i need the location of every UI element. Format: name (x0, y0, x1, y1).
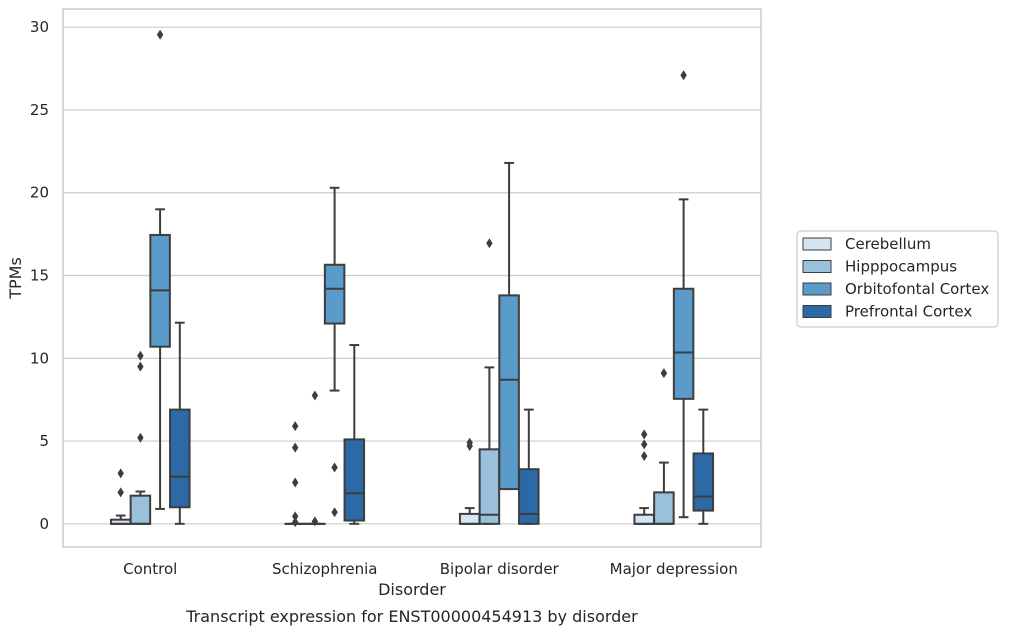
outlier-point (292, 517, 299, 528)
outlier-point (137, 361, 144, 372)
outlier-point (660, 368, 668, 379)
box-cerebellum (109, 468, 132, 525)
legend-label: Hipppocampus (845, 258, 957, 276)
box-prefrontal-cortex (518, 408, 540, 525)
box-iqr (343, 438, 366, 522)
y-tick-label: 0 (39, 515, 49, 533)
box-iqr (478, 448, 501, 525)
box-cerebellum (284, 421, 306, 528)
y-tick-labels: 0 5 10 15 20 25 30 (30, 18, 49, 533)
outlier-point (292, 477, 299, 488)
box-hipppocampus (304, 390, 326, 527)
legend-frame (796, 230, 999, 328)
outlier-point (331, 507, 338, 518)
outlier-point (641, 450, 648, 461)
outlier-point (641, 439, 648, 450)
box-orbitofontal-cortex (672, 70, 695, 519)
x-axis-title: Disorder (378, 580, 446, 599)
outlier-point (292, 511, 299, 522)
x-tick-label: Major depression (610, 560, 738, 578)
outlier-point (117, 468, 124, 479)
y-tick-label: 25 (30, 101, 49, 119)
outlier-point (680, 70, 687, 81)
chart-caption: Transcript expression for ENST0000045491… (185, 607, 638, 626)
box-hipppocampus (129, 350, 152, 525)
box-prefrontal-cortex (169, 321, 191, 525)
box-iqr (129, 494, 152, 525)
box-iqr (323, 263, 346, 325)
box-iqr (458, 512, 481, 525)
y-tick-label: 10 (30, 349, 49, 367)
box-hipppocampus (653, 368, 675, 525)
outlier-point (311, 390, 319, 401)
plot-frame (62, 8, 762, 548)
outlier-point (641, 429, 648, 440)
outlier-point (137, 350, 144, 361)
box-iqr (653, 491, 675, 525)
box-orbitofontal-cortex (323, 186, 346, 518)
box-orbitofontal-cortex (498, 161, 520, 491)
x-tick-labels: Control Schizophrenia Bipolar disorder Majo… (123, 560, 738, 578)
legend-swatch (802, 237, 832, 251)
box-cerebellum (458, 437, 481, 525)
y-tick-label: 5 (39, 432, 49, 450)
x-tick-label: Schizophrenia (272, 560, 377, 578)
legend-swatch (802, 260, 832, 273)
box-hipppocampus (478, 238, 501, 525)
box-iqr (692, 452, 715, 512)
outlier-point (311, 516, 319, 527)
outlier-point (486, 238, 493, 249)
y-axis-title: TPMs (6, 257, 25, 300)
box-series (109, 29, 715, 528)
outlier-point (156, 29, 164, 40)
box-prefrontal-cortex (692, 408, 715, 525)
outlier-point (292, 421, 299, 432)
outlier-point (466, 441, 473, 452)
x-tick-label: Control (123, 560, 177, 578)
box-iqr (518, 468, 540, 525)
box-cerebellum (633, 429, 655, 525)
legend-swatch (802, 305, 832, 318)
box-prefrontal-cortex (343, 344, 366, 525)
box-iqr (498, 294, 520, 491)
y-tick-label: 15 (30, 267, 49, 285)
legend: Cerebellum Hipppocampus Orbitofontal Corte… (796, 230, 999, 328)
box-iqr (169, 408, 191, 509)
x-tick-label: Bipolar disorder (440, 560, 560, 578)
outlier-point (117, 487, 124, 498)
outlier-point (137, 432, 144, 443)
box-iqr (672, 287, 695, 400)
outlier-point (331, 462, 338, 473)
y-tick-label: 20 (30, 184, 49, 202)
legend-label: Cerebellum (845, 235, 931, 253)
box-orbitofontal-cortex (149, 29, 171, 510)
legend-label: Prefrontal Cortex (845, 303, 972, 321)
outlier-point (292, 442, 299, 453)
legend-swatch (802, 282, 832, 296)
legend-label: Orbitofontal Cortex (845, 280, 989, 298)
box-iqr (633, 513, 655, 525)
y-tick-label: 30 (30, 18, 49, 36)
